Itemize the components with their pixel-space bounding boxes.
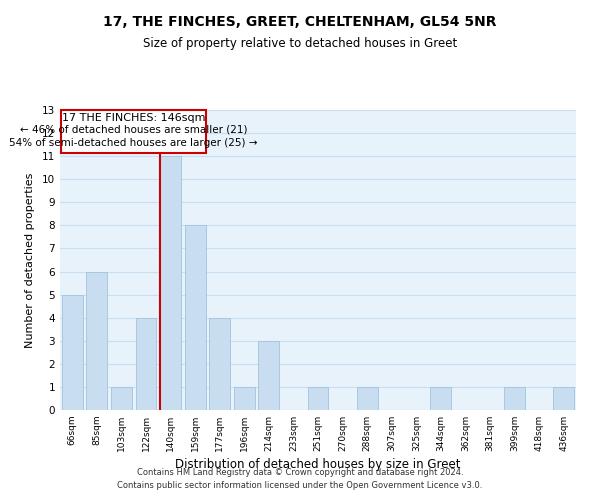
Text: 17, THE FINCHES, GREET, CHELTENHAM, GL54 5NR: 17, THE FINCHES, GREET, CHELTENHAM, GL54… <box>103 15 497 29</box>
Bar <box>504 387 525 410</box>
Bar <box>160 156 181 410</box>
Bar <box>553 387 574 410</box>
Text: 17 THE FINCHES: 146sqm: 17 THE FINCHES: 146sqm <box>62 113 205 123</box>
Bar <box>86 272 107 410</box>
Bar <box>430 387 451 410</box>
Y-axis label: Number of detached properties: Number of detached properties <box>25 172 35 348</box>
Text: Contains HM Land Registry data © Crown copyright and database right 2024.: Contains HM Land Registry data © Crown c… <box>137 468 463 477</box>
Text: 54% of semi-detached houses are larger (25) →: 54% of semi-detached houses are larger (… <box>9 138 257 148</box>
Bar <box>308 387 328 410</box>
Bar <box>111 387 132 410</box>
Bar <box>234 387 255 410</box>
Bar <box>209 318 230 410</box>
Bar <box>185 226 206 410</box>
Text: Size of property relative to detached houses in Greet: Size of property relative to detached ho… <box>143 38 457 51</box>
Bar <box>136 318 157 410</box>
Bar <box>259 341 280 410</box>
Text: Contains public sector information licensed under the Open Government Licence v3: Contains public sector information licen… <box>118 482 482 490</box>
X-axis label: Distribution of detached houses by size in Greet: Distribution of detached houses by size … <box>175 458 461 471</box>
Bar <box>62 294 83 410</box>
Text: ← 46% of detached houses are smaller (21): ← 46% of detached houses are smaller (21… <box>20 124 247 134</box>
Bar <box>356 387 377 410</box>
FancyBboxPatch shape <box>61 110 206 152</box>
